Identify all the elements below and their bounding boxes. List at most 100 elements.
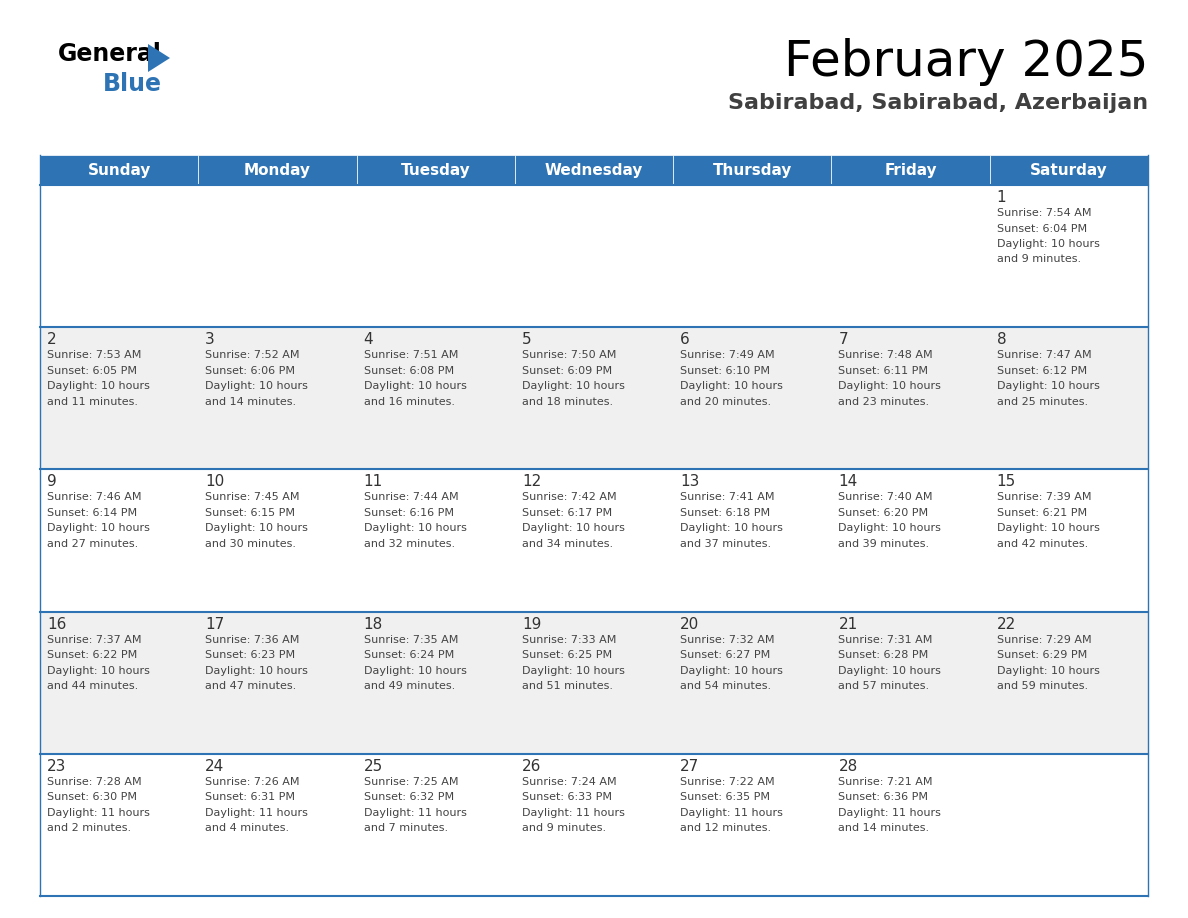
Text: Sunrise: 7:26 AM: Sunrise: 7:26 AM xyxy=(206,777,299,787)
Text: Daylight: 10 hours: Daylight: 10 hours xyxy=(206,523,308,533)
Text: 4: 4 xyxy=(364,332,373,347)
Bar xyxy=(832,327,990,469)
Text: Sunrise: 7:29 AM: Sunrise: 7:29 AM xyxy=(997,634,1092,644)
Text: 7: 7 xyxy=(839,332,848,347)
Text: Sunset: 6:10 PM: Sunset: 6:10 PM xyxy=(681,365,770,375)
Bar xyxy=(514,611,674,754)
Text: 20: 20 xyxy=(681,617,700,632)
Text: Sunrise: 7:53 AM: Sunrise: 7:53 AM xyxy=(48,350,141,360)
Text: and 23 minutes.: and 23 minutes. xyxy=(839,397,929,407)
Text: Daylight: 11 hours: Daylight: 11 hours xyxy=(206,808,308,818)
Bar xyxy=(198,327,356,469)
Bar xyxy=(832,185,990,327)
Text: Sunset: 6:17 PM: Sunset: 6:17 PM xyxy=(522,508,612,518)
Polygon shape xyxy=(148,44,170,72)
Text: Saturday: Saturday xyxy=(1030,162,1107,177)
Text: Sunset: 6:09 PM: Sunset: 6:09 PM xyxy=(522,365,612,375)
Text: Wednesday: Wednesday xyxy=(545,162,643,177)
Text: Sunrise: 7:35 AM: Sunrise: 7:35 AM xyxy=(364,634,457,644)
Text: 27: 27 xyxy=(681,759,700,774)
Text: Sunset: 6:32 PM: Sunset: 6:32 PM xyxy=(364,792,454,802)
Text: Daylight: 10 hours: Daylight: 10 hours xyxy=(997,381,1100,391)
Text: and 51 minutes.: and 51 minutes. xyxy=(522,681,613,691)
Text: Sunrise: 7:42 AM: Sunrise: 7:42 AM xyxy=(522,492,617,502)
Text: and 37 minutes.: and 37 minutes. xyxy=(681,539,771,549)
Text: 3: 3 xyxy=(206,332,215,347)
Text: Sunrise: 7:50 AM: Sunrise: 7:50 AM xyxy=(522,350,617,360)
Text: Sunset: 6:31 PM: Sunset: 6:31 PM xyxy=(206,792,296,802)
Text: Sunset: 6:16 PM: Sunset: 6:16 PM xyxy=(364,508,454,518)
Bar xyxy=(674,327,832,469)
Text: 14: 14 xyxy=(839,475,858,489)
Text: 5: 5 xyxy=(522,332,531,347)
Text: General: General xyxy=(58,42,162,66)
Text: Sunset: 6:04 PM: Sunset: 6:04 PM xyxy=(997,223,1087,233)
Text: Sunset: 6:23 PM: Sunset: 6:23 PM xyxy=(206,650,296,660)
Text: Daylight: 11 hours: Daylight: 11 hours xyxy=(522,808,625,818)
Text: Sabirabad, Sabirabad, Azerbaijan: Sabirabad, Sabirabad, Azerbaijan xyxy=(728,93,1148,113)
Text: Sunrise: 7:28 AM: Sunrise: 7:28 AM xyxy=(48,777,141,787)
Text: Sunrise: 7:44 AM: Sunrise: 7:44 AM xyxy=(364,492,459,502)
Bar xyxy=(990,611,1148,754)
Bar xyxy=(674,611,832,754)
Text: 12: 12 xyxy=(522,475,541,489)
Text: Sunset: 6:30 PM: Sunset: 6:30 PM xyxy=(48,792,137,802)
Text: Daylight: 10 hours: Daylight: 10 hours xyxy=(839,381,941,391)
Text: and 9 minutes.: and 9 minutes. xyxy=(522,823,606,834)
Text: 26: 26 xyxy=(522,759,542,774)
Bar xyxy=(40,469,198,611)
Text: Daylight: 11 hours: Daylight: 11 hours xyxy=(839,808,941,818)
Text: Sunset: 6:20 PM: Sunset: 6:20 PM xyxy=(839,508,929,518)
Bar xyxy=(356,611,514,754)
Bar xyxy=(40,611,198,754)
Text: 9: 9 xyxy=(48,475,57,489)
Bar xyxy=(356,155,514,185)
Bar xyxy=(198,185,356,327)
Text: Sunset: 6:29 PM: Sunset: 6:29 PM xyxy=(997,650,1087,660)
Text: Daylight: 10 hours: Daylight: 10 hours xyxy=(997,666,1100,676)
Text: Sunset: 6:06 PM: Sunset: 6:06 PM xyxy=(206,365,296,375)
Text: 19: 19 xyxy=(522,617,542,632)
Text: Sunset: 6:35 PM: Sunset: 6:35 PM xyxy=(681,792,770,802)
Bar xyxy=(514,754,674,896)
Bar xyxy=(356,469,514,611)
Text: Daylight: 11 hours: Daylight: 11 hours xyxy=(48,808,150,818)
Text: and 27 minutes.: and 27 minutes. xyxy=(48,539,138,549)
Text: and 20 minutes.: and 20 minutes. xyxy=(681,397,771,407)
Text: Daylight: 10 hours: Daylight: 10 hours xyxy=(681,381,783,391)
Bar xyxy=(356,185,514,327)
Bar xyxy=(40,754,198,896)
Bar xyxy=(514,469,674,611)
Bar xyxy=(356,327,514,469)
Text: Sunrise: 7:37 AM: Sunrise: 7:37 AM xyxy=(48,634,141,644)
Text: and 9 minutes.: and 9 minutes. xyxy=(997,254,1081,264)
Bar xyxy=(832,155,990,185)
Text: and 47 minutes.: and 47 minutes. xyxy=(206,681,297,691)
Text: Sunrise: 7:24 AM: Sunrise: 7:24 AM xyxy=(522,777,617,787)
Text: Sunset: 6:11 PM: Sunset: 6:11 PM xyxy=(839,365,929,375)
Text: Daylight: 10 hours: Daylight: 10 hours xyxy=(522,666,625,676)
Bar xyxy=(514,327,674,469)
Text: Sunset: 6:36 PM: Sunset: 6:36 PM xyxy=(839,792,929,802)
Text: 24: 24 xyxy=(206,759,225,774)
Text: 13: 13 xyxy=(681,475,700,489)
Text: Sunrise: 7:32 AM: Sunrise: 7:32 AM xyxy=(681,634,775,644)
Bar xyxy=(674,469,832,611)
Text: Sunrise: 7:49 AM: Sunrise: 7:49 AM xyxy=(681,350,775,360)
Text: Sunset: 6:12 PM: Sunset: 6:12 PM xyxy=(997,365,1087,375)
Text: Daylight: 11 hours: Daylight: 11 hours xyxy=(681,808,783,818)
Text: and 34 minutes.: and 34 minutes. xyxy=(522,539,613,549)
Text: and 25 minutes.: and 25 minutes. xyxy=(997,397,1088,407)
Text: Sunrise: 7:25 AM: Sunrise: 7:25 AM xyxy=(364,777,459,787)
Text: and 30 minutes.: and 30 minutes. xyxy=(206,539,296,549)
Text: Sunrise: 7:52 AM: Sunrise: 7:52 AM xyxy=(206,350,299,360)
Text: 1: 1 xyxy=(997,190,1006,205)
Text: 11: 11 xyxy=(364,475,383,489)
Text: Sunrise: 7:41 AM: Sunrise: 7:41 AM xyxy=(681,492,775,502)
Bar xyxy=(674,155,832,185)
Text: Daylight: 10 hours: Daylight: 10 hours xyxy=(206,381,308,391)
Text: and 42 minutes.: and 42 minutes. xyxy=(997,539,1088,549)
Text: 8: 8 xyxy=(997,332,1006,347)
Bar xyxy=(514,155,674,185)
Text: Sunset: 6:22 PM: Sunset: 6:22 PM xyxy=(48,650,138,660)
